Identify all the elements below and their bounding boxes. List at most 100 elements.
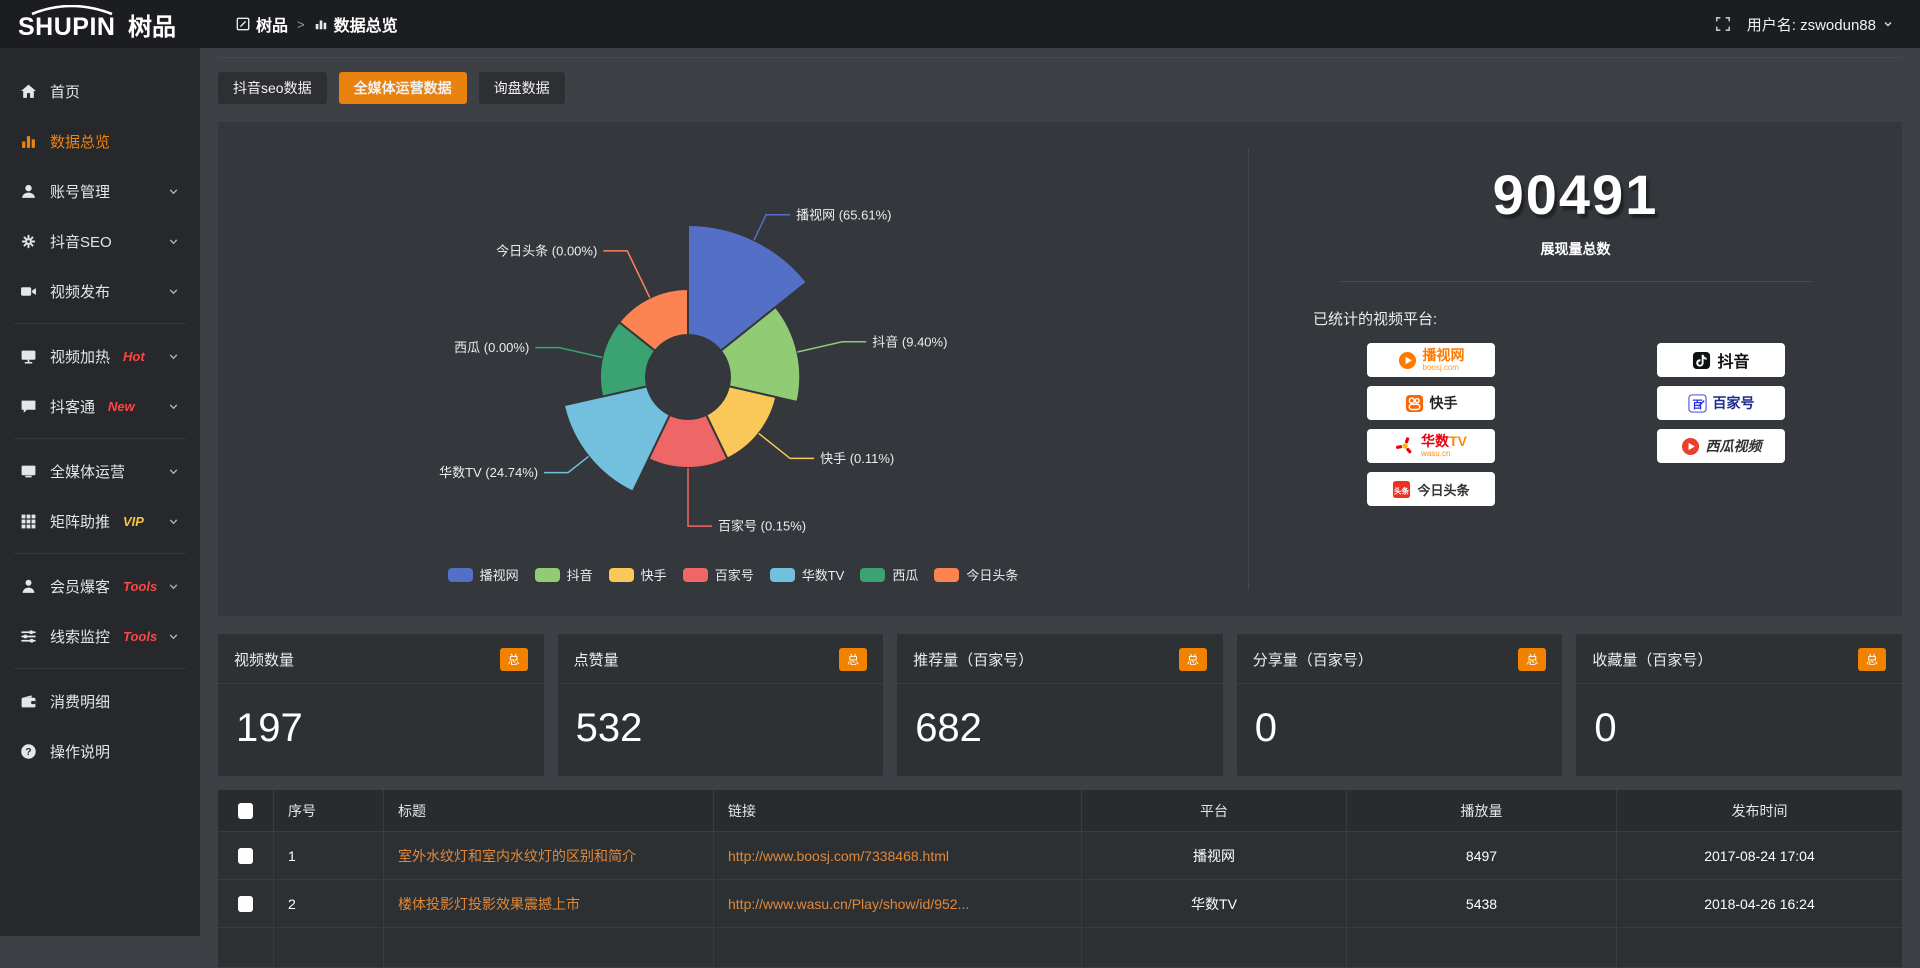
sidebar-item-help[interactable]: ? 操作说明 xyxy=(0,726,200,776)
chevron-down-icon xyxy=(169,518,178,524)
platform-column: 播视网 boosj.com 快手 华数TV wasu.cn 头条 今日头条 xyxy=(1367,343,1495,506)
fullscreen-icon[interactable] xyxy=(1715,16,1731,32)
stat-card-title: 收藏量（百家号） xyxy=(1592,652,1713,669)
sidebar-item-expense-detail[interactable]: 消费明细 xyxy=(0,676,200,726)
person-icon xyxy=(22,579,35,593)
stat-card-value: 0 xyxy=(1594,706,1617,750)
sidebar-item-data-overview[interactable]: 数据总览 xyxy=(0,116,200,166)
home-icon xyxy=(21,84,36,98)
sidebar-item-label: 会员爆客 xyxy=(50,578,111,596)
bar-chart-icon xyxy=(22,135,35,148)
legend-item-华数TV[interactable]: 华数TV xyxy=(769,565,845,584)
sidebar-item-label: 矩阵助推 xyxy=(50,513,111,531)
tab-media-operation-data[interactable]: 全媒体运营数据 xyxy=(338,72,467,104)
tab-inquiry-data[interactable]: 询盘数据 xyxy=(478,72,565,104)
sidebar-item-label: 线索监控 xyxy=(50,628,111,646)
sidebar-item-video-publish[interactable]: 视频发布 xyxy=(0,266,200,316)
sidebar-item-media-operation[interactable]: 全媒体运营 xyxy=(0,446,200,496)
sidebar-item-home[interactable]: 首页 xyxy=(0,66,200,116)
video-title-link[interactable]: 楼体投影灯投影效果震撼上市 xyxy=(398,895,580,912)
breadcrumb-current[interactable]: 数据总览 xyxy=(314,12,398,36)
pie-label: 播视网 (65.61%) xyxy=(796,207,891,222)
legend-item-播视网[interactable]: 播视网 xyxy=(447,565,519,584)
stat-card-value: 0 xyxy=(1254,706,1278,750)
main-content: 抖音seo数据 全媒体运营数据 询盘数据 播视网 (65.61%) 抖音 (9.40%… xyxy=(200,48,1920,968)
video-title-link[interactable]: 室外水纹灯和室内水纹灯的区别和简介 xyxy=(398,847,636,864)
sidebar-item-clue-monitor[interactable]: 线索监控 Tools xyxy=(0,611,200,661)
pie-slice-抖音[interactable] xyxy=(719,305,802,404)
sidebar-item-label: 首页 xyxy=(50,83,81,101)
chevron-down-icon xyxy=(169,188,178,194)
legend-item-快手[interactable]: 快手 xyxy=(608,565,667,584)
chat-icon xyxy=(21,400,36,413)
column-header: 发布时间 xyxy=(1731,802,1788,819)
wallet-icon xyxy=(21,694,36,707)
cell-time: 2018-04-26 16:24 xyxy=(1704,895,1815,912)
bar-chart-icon xyxy=(315,20,326,30)
legend-swatch xyxy=(534,567,560,582)
stat-card-3: 分享量（百家号） 总 0 xyxy=(1236,634,1563,776)
row-checkbox[interactable] xyxy=(238,847,253,864)
chart-legend: 播视网 抖音 快手 百家号 华数TV 西瓜 今日头条 xyxy=(218,565,1248,584)
column-header: 平台 xyxy=(1082,790,1347,831)
legend-item-今日头条[interactable]: 今日头条 xyxy=(934,565,1018,584)
legend-item-抖音[interactable]: 抖音 xyxy=(534,565,593,584)
user-icon xyxy=(22,184,35,198)
sidebar-item-video-heat[interactable]: 视频加热 Hot xyxy=(0,331,200,381)
pie-label-line xyxy=(603,250,651,299)
sidebar-item-matrix-boost[interactable]: 矩阵助推 VIP xyxy=(0,496,200,546)
pie-slice-播视网[interactable] xyxy=(687,223,809,353)
chevron-down-icon xyxy=(169,403,178,409)
legend-label: 西瓜 xyxy=(892,568,919,583)
stat-card-value: 197 xyxy=(236,706,303,750)
pie-label: 今日头条 (0.00%) xyxy=(496,243,597,258)
video-url-link[interactable]: http://www.wasu.cn/Play/show/id/952... xyxy=(728,895,970,912)
sidebar-item-badge: Tools xyxy=(123,578,158,594)
sidebar-item-douyin-seo[interactable]: 抖音SEO xyxy=(0,216,200,266)
total-badge: 总 xyxy=(1857,648,1886,671)
sliders-icon xyxy=(21,629,36,643)
legend-label: 快手 xyxy=(640,568,667,583)
sidebar-item-member-baoke[interactable]: 会员爆客 Tools xyxy=(0,561,200,611)
legend-label: 百家号 xyxy=(714,568,754,583)
breadcrumb-root[interactable]: 树品 xyxy=(236,12,288,36)
summary-divider xyxy=(1340,281,1811,282)
select-all-checkbox[interactable] xyxy=(238,802,253,819)
sidebar-item-douketong[interactable]: 抖客通 New xyxy=(0,381,200,431)
legend-swatch xyxy=(769,567,795,582)
tab-douyin-seo-data[interactable]: 抖音seo数据 xyxy=(218,72,327,104)
platform-badge-toutiao: 头条 今日头条 xyxy=(1367,472,1495,506)
sidebar-divider xyxy=(14,438,186,439)
stat-card-title: 分享量（百家号） xyxy=(1252,652,1373,669)
videos-table: 序号 标题 链接 平台 播放量 发布时间 1 室外水纹灯和室内水纹灯的区别和简介 http… xyxy=(218,790,1902,968)
impressions-total-label: 展现量总数 xyxy=(1540,241,1611,257)
legend-label: 华数TV xyxy=(801,568,845,583)
table-header: 序号 标题 链接 平台 播放量 发布时间 xyxy=(218,790,1902,832)
boosj-logo-icon xyxy=(1398,351,1416,369)
video-url-link[interactable]: http://www.boosj.com/7338468.html xyxy=(728,847,950,864)
sidebar-item-label: 账号管理 xyxy=(50,183,111,201)
monitor-icon xyxy=(21,465,36,477)
legend-label: 抖音 xyxy=(566,568,593,583)
platform-badge-boosj: 播视网 boosj.com xyxy=(1367,343,1495,377)
pie-slice-今日头条[interactable] xyxy=(617,287,689,353)
cell-num: 2 xyxy=(274,880,384,927)
user-menu[interactable]: 用户名: zswodun88 xyxy=(1747,14,1894,35)
pie-label-line xyxy=(797,341,867,353)
stat-card-title: 推荐量（百家号） xyxy=(913,652,1034,669)
sidebar-item-badge: Tools xyxy=(123,628,158,644)
table-row: 1 室外水纹灯和室内水纹灯的区别和简介 http://www.boosj.com… xyxy=(218,832,1902,880)
gear-icon xyxy=(21,234,36,248)
legend-item-西瓜[interactable]: 西瓜 xyxy=(860,565,918,584)
legend-item-百家号[interactable]: 百家号 xyxy=(682,565,754,584)
sidebar-item-account-management[interactable]: 账号管理 xyxy=(0,166,200,216)
platform-badge-kuaishou: 快手 xyxy=(1367,386,1495,420)
sidebar-item-badge: VIP xyxy=(123,513,144,529)
svg-text:头条: 头条 xyxy=(1394,485,1410,495)
row-checkbox[interactable] xyxy=(238,895,253,912)
sidebar-item-label: 全媒体运营 xyxy=(50,463,126,481)
pie-slice-华数TV[interactable] xyxy=(562,385,672,494)
pie-label-line xyxy=(687,468,712,527)
data-tabs: 抖音seo数据 全媒体运营数据 询盘数据 xyxy=(218,72,1902,104)
summary-panel: 90491 展现量总数 已统计的视频平台: 播视网 boosj.com 快手 华… xyxy=(1249,122,1902,616)
